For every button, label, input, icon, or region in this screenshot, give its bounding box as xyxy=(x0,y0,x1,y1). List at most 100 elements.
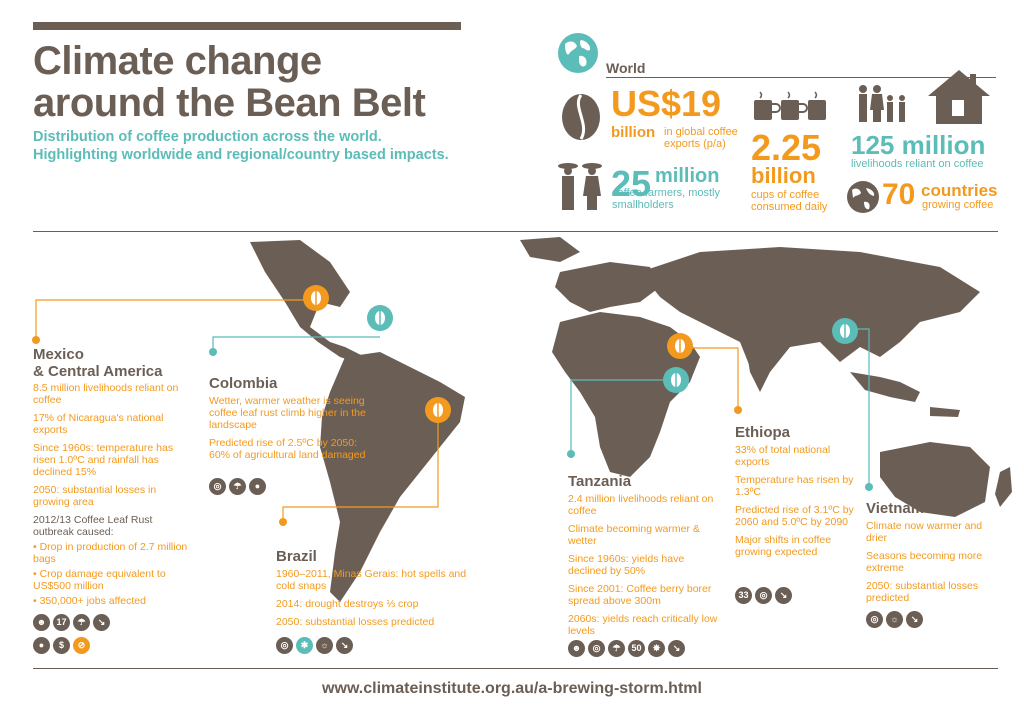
target-icon: ◎ xyxy=(755,587,772,604)
livelihoods-desc: livelihoods reliant on coffee xyxy=(851,158,984,170)
colombia-title: Colombia xyxy=(209,375,278,392)
cups-desc: cups of coffee consumed daily xyxy=(751,189,828,213)
target-icon: ◎ xyxy=(588,640,605,657)
region-mexico: Mexico & Central America 8.5 million liv… xyxy=(33,346,193,613)
footer-divider xyxy=(33,668,998,669)
decline-graph-icon: ↘ xyxy=(93,614,110,631)
bug-icon: ✸ xyxy=(648,640,665,657)
ethiopia-fact-2: Temperature has risen by 1.3ºC xyxy=(735,474,854,498)
exports-desc: in global coffee exports (p/a) xyxy=(664,126,738,150)
page-subtitle: Distribution of coffee production across… xyxy=(33,129,449,163)
mexico-fact-4: 2050: substantial losses in growing area xyxy=(33,484,157,508)
decline-graph-icon: ↘ xyxy=(775,587,792,604)
vietnam-fact-3: 2050: substantial losses predicted xyxy=(866,580,979,604)
family-icon xyxy=(857,84,917,129)
ethiopia-fact-4: Major shifts in coffee growing expected xyxy=(735,534,832,558)
farmers-icon xyxy=(556,160,606,217)
region-tanzania: Tanzania 2.4 million livelihoods reliant… xyxy=(568,473,718,643)
target-icon: ◎ xyxy=(209,478,226,495)
people-icon: ☻ xyxy=(33,614,50,631)
sun-icon: ☼ xyxy=(886,611,903,628)
mexico-title-1: Mexico xyxy=(33,346,84,363)
coffee-bean-icon xyxy=(558,92,604,147)
mexico-bullet-1: • Drop in production of 2.7 million bags xyxy=(33,541,188,565)
countries-desc: growing coffee xyxy=(922,199,994,211)
tanzania-title: Tanzania xyxy=(568,473,632,490)
number-badge: 50 xyxy=(628,640,645,657)
region-vietnam: Vietnam Climate now warmer and drier Sea… xyxy=(866,500,996,610)
decline-graph-icon: ↘ xyxy=(336,637,353,654)
vietnam-icons: ◎ ☼ ↘ xyxy=(866,611,923,628)
title-bar xyxy=(33,22,461,30)
title-line-1: Climate change xyxy=(33,39,322,83)
tanzania-fact-4: Since 2001: Coffee berry borer spread ab… xyxy=(568,583,712,607)
target-icon: ◎ xyxy=(866,611,883,628)
mexico-title-2: & Central America xyxy=(33,363,163,380)
money-icon: $ xyxy=(53,637,70,654)
region-colombia: Colombia Wetter, warmer weather is seein… xyxy=(209,375,374,467)
brazil-fact-2: 2014: drought destroys ⅓ crop xyxy=(276,598,419,610)
mexico-bullet-2: • Crop damage equivalent to US$500 milli… xyxy=(33,568,166,592)
world-label: World xyxy=(606,60,646,76)
number-badge: 33 xyxy=(735,587,752,604)
mexico-fact-5: 2012/13 Coffee Leaf Rust outbreak caused… xyxy=(33,514,153,538)
tanzania-icons: ☻ ◎ ☂ 50 ✸ ↘ xyxy=(568,640,685,657)
mexico-bullet-3: • 350,000+ jobs affected xyxy=(33,595,146,607)
exports-unit: billion xyxy=(611,124,656,141)
no-jobs-icon: ⊘ xyxy=(73,637,90,654)
header-divider xyxy=(33,231,998,232)
rain-icon: ☂ xyxy=(608,640,625,657)
bean-icon: ● xyxy=(249,478,266,495)
vietnam-fact-1: Climate now warmer and drier xyxy=(866,520,983,544)
tanzania-fact-3: Since 1960s: yields have declined by 50% xyxy=(568,553,685,577)
title-line-2: around the Bean Belt xyxy=(33,81,426,125)
ethiopia-title: Ethiopa xyxy=(735,424,790,441)
countries-amount: 70 xyxy=(882,178,916,211)
cups-unit: billion xyxy=(751,163,816,188)
rain-icon: ☂ xyxy=(73,614,90,631)
ethiopia-fact-3: Predicted rise of 3.1ºC by 2060 and 5.0º… xyxy=(735,504,854,528)
people-icon: ☻ xyxy=(568,640,585,657)
region-brazil: Brazil 1960–2011, Minas Gerais: hot spel… xyxy=(276,548,476,634)
vietnam-fact-2: Seasons becoming more extreme xyxy=(866,550,983,574)
globe-icon xyxy=(557,32,599,74)
colombia-icons: ◎ ☂ ● xyxy=(209,478,266,495)
brazil-fact-1: 1960–2011, Minas Gerais: hot spells and … xyxy=(276,568,467,592)
region-ethiopia: Ethiopa 33% of total national exports Te… xyxy=(735,424,865,564)
livelihoods-amount: 125 million xyxy=(851,130,986,160)
tanzania-fact-2: Climate becoming warmer & wetter xyxy=(568,523,700,547)
decline-graph-icon: ↘ xyxy=(906,611,923,628)
tanzania-fact-1: 2.4 million livelihoods reliant on coffe… xyxy=(568,493,714,517)
brazil-fact-3: 2050: substantial losses predicted xyxy=(276,616,435,628)
sun-icon: ☼ xyxy=(316,637,333,654)
countries-unit: countries xyxy=(921,181,998,200)
farmers-desc: coffee farmers, mostly smallholders xyxy=(612,187,720,211)
coffee-cups-icon xyxy=(752,90,830,131)
ethiopia-fact-1: 33% of total national exports xyxy=(735,444,831,468)
ethiopia-icons: 33 ◎ ↘ xyxy=(735,587,792,604)
farmers-unit: million xyxy=(655,165,720,187)
target-icon: ◎ xyxy=(276,637,293,654)
cups-amount: 2.25 xyxy=(751,127,822,168)
snowflake-icon: ✱ xyxy=(296,637,313,654)
mexico-fact-1: 8.5 million livelihoods reliant on coffe… xyxy=(33,382,179,406)
vietnam-title: Vietnam xyxy=(866,500,925,517)
mexico-fact-3: Since 1960s: temperature has risen 1.0ºC… xyxy=(33,442,174,478)
source-url[interactable]: www.climateinstitute.org.au/a-brewing-st… xyxy=(322,680,702,697)
mexico-fact-2: 17% of Nicaragua's national exports xyxy=(33,412,164,436)
bean-icon: ● xyxy=(33,637,50,654)
world-map xyxy=(32,237,1012,602)
house-icon xyxy=(926,68,992,131)
page-title: Climate change around the Bean Belt xyxy=(33,39,426,125)
earth-icon xyxy=(846,180,880,219)
number-badge: 17 xyxy=(53,614,70,631)
mexico-icons: ☻ 17 ☂ ↘ xyxy=(33,614,110,631)
colombia-fact-1: Wetter, warmer weather is seeing coffee … xyxy=(209,395,366,431)
rain-icon: ☂ xyxy=(229,478,246,495)
world-divider xyxy=(606,77,996,78)
farmers-amount: 25 xyxy=(611,163,652,204)
tanzania-fact-5: 2060s: yields reach critically low level… xyxy=(568,613,718,637)
exports-amount: US$19 xyxy=(611,83,722,124)
mexico-icons-2: ● $ ⊘ xyxy=(33,637,90,654)
brazil-title: Brazil xyxy=(276,548,317,565)
